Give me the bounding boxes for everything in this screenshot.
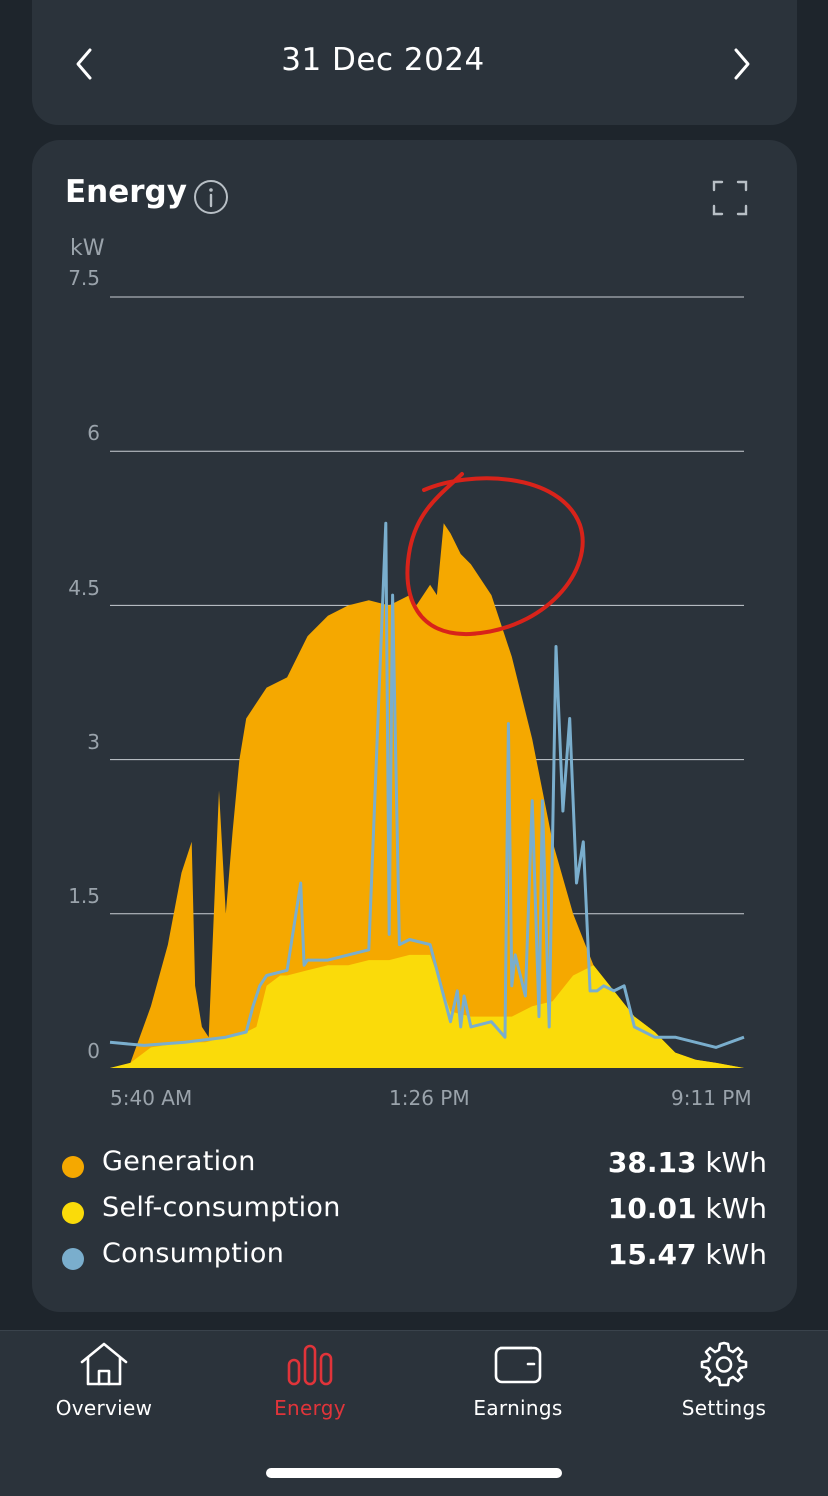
y-tick-label: 1.5: [68, 884, 100, 908]
y-tick-label: 0: [87, 1039, 100, 1063]
consumption-line: [109, 521, 745, 1049]
tab-label: Energy: [274, 1396, 346, 1420]
y-tick-label: 4.5: [68, 576, 100, 600]
legend-item-generation: Generation 38.13 kWh: [62, 1146, 767, 1186]
x-tick-label: 9:11 PM: [671, 1086, 752, 1110]
fullscreen-icon[interactable]: [710, 178, 750, 218]
gear-icon: [700, 1341, 748, 1387]
wallet-icon: [494, 1346, 542, 1384]
x-tick-label: 5:40 AM: [110, 1086, 193, 1110]
info-icon[interactable]: [192, 178, 230, 216]
card-title: Energy: [65, 174, 187, 210]
tab-settings[interactable]: Settings: [654, 1340, 794, 1430]
legend-dot: [62, 1248, 84, 1270]
home-icon: [80, 1342, 128, 1386]
legend-dot: [62, 1202, 84, 1224]
y-axis-unit: kW: [70, 236, 105, 261]
chevron-right-icon[interactable]: [722, 44, 762, 84]
legend-item-self-consumption: Self-consumption 10.01 kWh: [62, 1192, 767, 1232]
y-tick-label: 7.5: [68, 266, 100, 290]
generation-area: [110, 523, 744, 1068]
red-circle-annotation: [405, 472, 585, 637]
x-tick-label: 1:26 PM: [389, 1086, 470, 1110]
legend-value: 15.47 kWh: [607, 1238, 767, 1271]
legend-value: 10.01 kWh: [607, 1192, 767, 1225]
tab-label: Settings: [681, 1396, 767, 1420]
energy-chart: [109, 296, 745, 1068]
bar-chart-icon: [287, 1344, 333, 1386]
tab-overview[interactable]: Overview: [34, 1340, 174, 1430]
tab-label: Earnings: [473, 1396, 563, 1420]
legend-dot: [62, 1156, 84, 1178]
tab-label: Overview: [55, 1396, 153, 1420]
tab-energy[interactable]: Energy: [240, 1340, 380, 1430]
date-header-card: [32, 0, 797, 125]
chevron-left-icon[interactable]: [64, 44, 104, 84]
legend-label: Consumption: [102, 1238, 285, 1269]
legend-label: Generation: [102, 1146, 256, 1177]
home-indicator: [266, 1468, 562, 1478]
y-tick-label: 3: [87, 730, 100, 754]
legend-label: Self-consumption: [102, 1192, 341, 1223]
legend-value: 38.13 kWh: [607, 1146, 767, 1179]
self-consumption-area: [110, 954, 744, 1068]
tab-earnings[interactable]: Earnings: [448, 1340, 588, 1430]
y-tick-label: 6: [87, 421, 100, 445]
date-label: 31 Dec 2024: [281, 42, 485, 78]
legend-item-consumption: Consumption 15.47 kWh: [62, 1238, 767, 1278]
